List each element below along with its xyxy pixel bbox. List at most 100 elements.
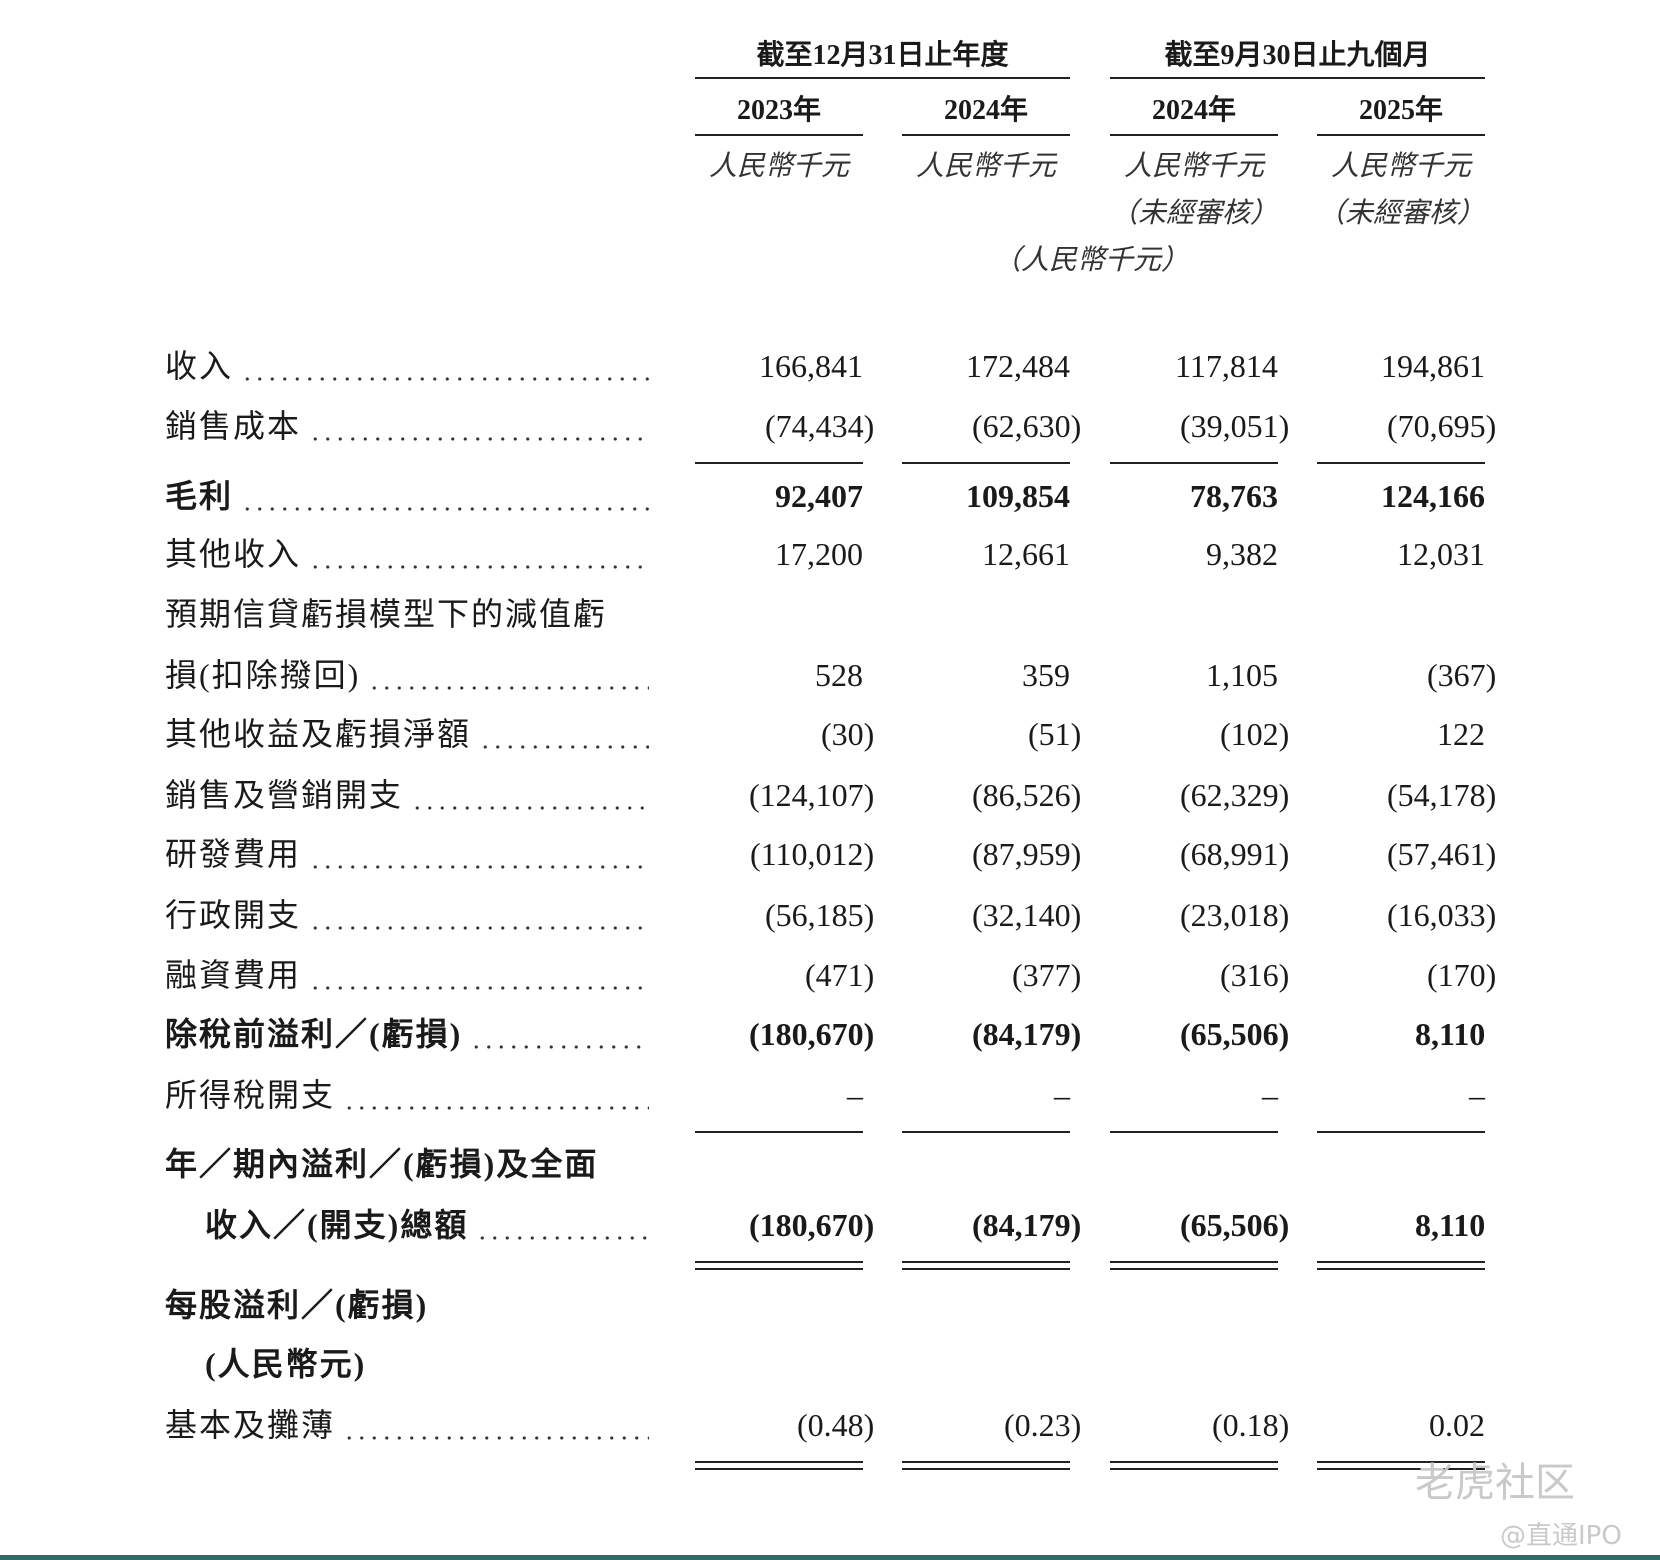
- cell-value: (30): [821, 716, 875, 752]
- cell-value: (32,140): [972, 897, 1082, 933]
- cell-value: (74,434): [765, 408, 875, 444]
- cell-value: 528: [815, 657, 863, 693]
- rule-line: [1317, 1268, 1485, 1270]
- cell-value: 9,382: [1206, 536, 1278, 572]
- cell-value: 117,814: [1175, 348, 1278, 384]
- leader-dots: [241, 505, 649, 513]
- row-label: 其他收入: [165, 536, 302, 572]
- cell-value: (471): [805, 957, 875, 993]
- rule-line: [902, 1268, 1070, 1270]
- cell-value: 122: [1437, 716, 1485, 752]
- cell-value: 109,854: [966, 478, 1070, 514]
- cell-value: (124,107): [749, 777, 875, 813]
- row-label: 年／期內溢利／(虧損)及全面: [165, 1146, 599, 1182]
- rule-line: [1317, 1468, 1485, 1470]
- cell-value: (23,018): [1180, 897, 1290, 933]
- rule-line: [1317, 1261, 1485, 1263]
- cell-value: (110,012): [750, 836, 875, 872]
- row-label: (人民幣元): [205, 1346, 367, 1382]
- cell-value: (377): [1012, 957, 1082, 993]
- cell-value: (102): [1220, 716, 1290, 752]
- year-header: 2025年: [1359, 95, 1444, 126]
- leader-dots: [343, 1104, 649, 1112]
- cell-value: (170): [1427, 957, 1497, 993]
- rule-line: [902, 134, 1070, 136]
- cell-value: (0.23): [1004, 1407, 1082, 1443]
- row-label: 收入／(開支)總額: [205, 1207, 469, 1243]
- cell-value: –: [847, 1077, 863, 1113]
- cell-value: 194,861: [1381, 348, 1485, 384]
- row-label: 銷售及營銷開支: [165, 777, 404, 813]
- rule-line: [695, 77, 1070, 79]
- unit-note: （人民幣千元）: [993, 245, 1190, 276]
- cell-value: (367): [1427, 657, 1497, 693]
- leader-dots: [411, 804, 649, 812]
- cell-value: 1,105: [1206, 657, 1278, 693]
- cell-value: 172,484: [966, 348, 1070, 384]
- leader-dots: [309, 863, 649, 871]
- watermark-source: @直通IPO: [1500, 1521, 1622, 1551]
- row-label: 損(扣除撥回): [165, 657, 361, 693]
- leader-dots: [343, 1434, 649, 1442]
- cell-value: (84,179): [972, 1016, 1082, 1052]
- unit-header: 人民幣千元: [1124, 151, 1265, 182]
- cell-value: (54,178): [1387, 777, 1497, 813]
- rule-line: [1317, 462, 1485, 464]
- row-label: 其他收益及虧損淨額: [165, 716, 472, 752]
- leader-dots: [309, 563, 649, 571]
- rule-line: [1110, 1468, 1278, 1470]
- cell-value: (56,185): [765, 897, 875, 933]
- cell-value: 8,110: [1415, 1016, 1486, 1052]
- year-header: 2023年: [737, 95, 822, 126]
- rule-line: [1110, 77, 1485, 79]
- row-label: 所得稅開支: [165, 1077, 336, 1113]
- leader-dots: [309, 924, 649, 932]
- unaudited-header: （未經審核）: [1110, 198, 1279, 229]
- leader-dots: [476, 1234, 649, 1242]
- rule-line: [1110, 1261, 1278, 1263]
- cell-value: 359: [1022, 657, 1070, 693]
- row-label: 銷售成本: [165, 408, 302, 444]
- unit-header: 人民幣千元: [709, 151, 850, 182]
- year-header: 2024年: [944, 95, 1029, 126]
- row-label: 除稅前溢利／(虧損): [165, 1016, 463, 1052]
- cell-value: 12,031: [1397, 536, 1485, 572]
- unit-header: 人民幣千元: [1331, 151, 1472, 182]
- unit-header: 人民幣千元: [916, 151, 1057, 182]
- cell-value: 0.02: [1429, 1407, 1485, 1443]
- rule-line: [1110, 1131, 1278, 1133]
- rule-line: [1110, 134, 1278, 136]
- leader-dots: [368, 684, 649, 692]
- cell-value: –: [1469, 1077, 1485, 1113]
- cell-value: (39,051): [1180, 408, 1290, 444]
- leader-dots: [470, 1043, 649, 1051]
- cell-value: (65,506): [1180, 1016, 1290, 1052]
- watermark-brand: 老虎社区: [1415, 1460, 1575, 1506]
- cell-value: (84,179): [972, 1207, 1082, 1243]
- row-label: 基本及攤薄: [165, 1407, 336, 1443]
- cell-value: (68,991): [1180, 836, 1290, 872]
- row-label: 收入: [165, 348, 234, 384]
- rule-line: [695, 1131, 863, 1133]
- bottom-stripe: [0, 1555, 1660, 1560]
- row-label: 行政開支: [165, 897, 302, 933]
- cell-value: 92,407: [775, 478, 863, 514]
- rule-line: [695, 462, 863, 464]
- cell-value: (0.18): [1212, 1407, 1290, 1443]
- cell-value: (180,670): [749, 1016, 875, 1052]
- cell-value: 78,763: [1190, 478, 1278, 514]
- year-header: 2024年: [1152, 95, 1237, 126]
- cell-value: (86,526): [972, 777, 1082, 813]
- rule-line: [1317, 134, 1485, 136]
- cell-value: 166,841: [759, 348, 863, 384]
- cell-value: (70,695): [1387, 408, 1497, 444]
- rule-line: [695, 1461, 863, 1463]
- cell-value: (87,959): [972, 836, 1082, 872]
- rule-line: [695, 1261, 863, 1263]
- cell-value: (62,329): [1180, 777, 1290, 813]
- rule-line: [1110, 1268, 1278, 1270]
- cell-value: (57,461): [1387, 836, 1497, 872]
- cell-value: 17,200: [775, 536, 863, 572]
- rule-line: [1110, 1461, 1278, 1463]
